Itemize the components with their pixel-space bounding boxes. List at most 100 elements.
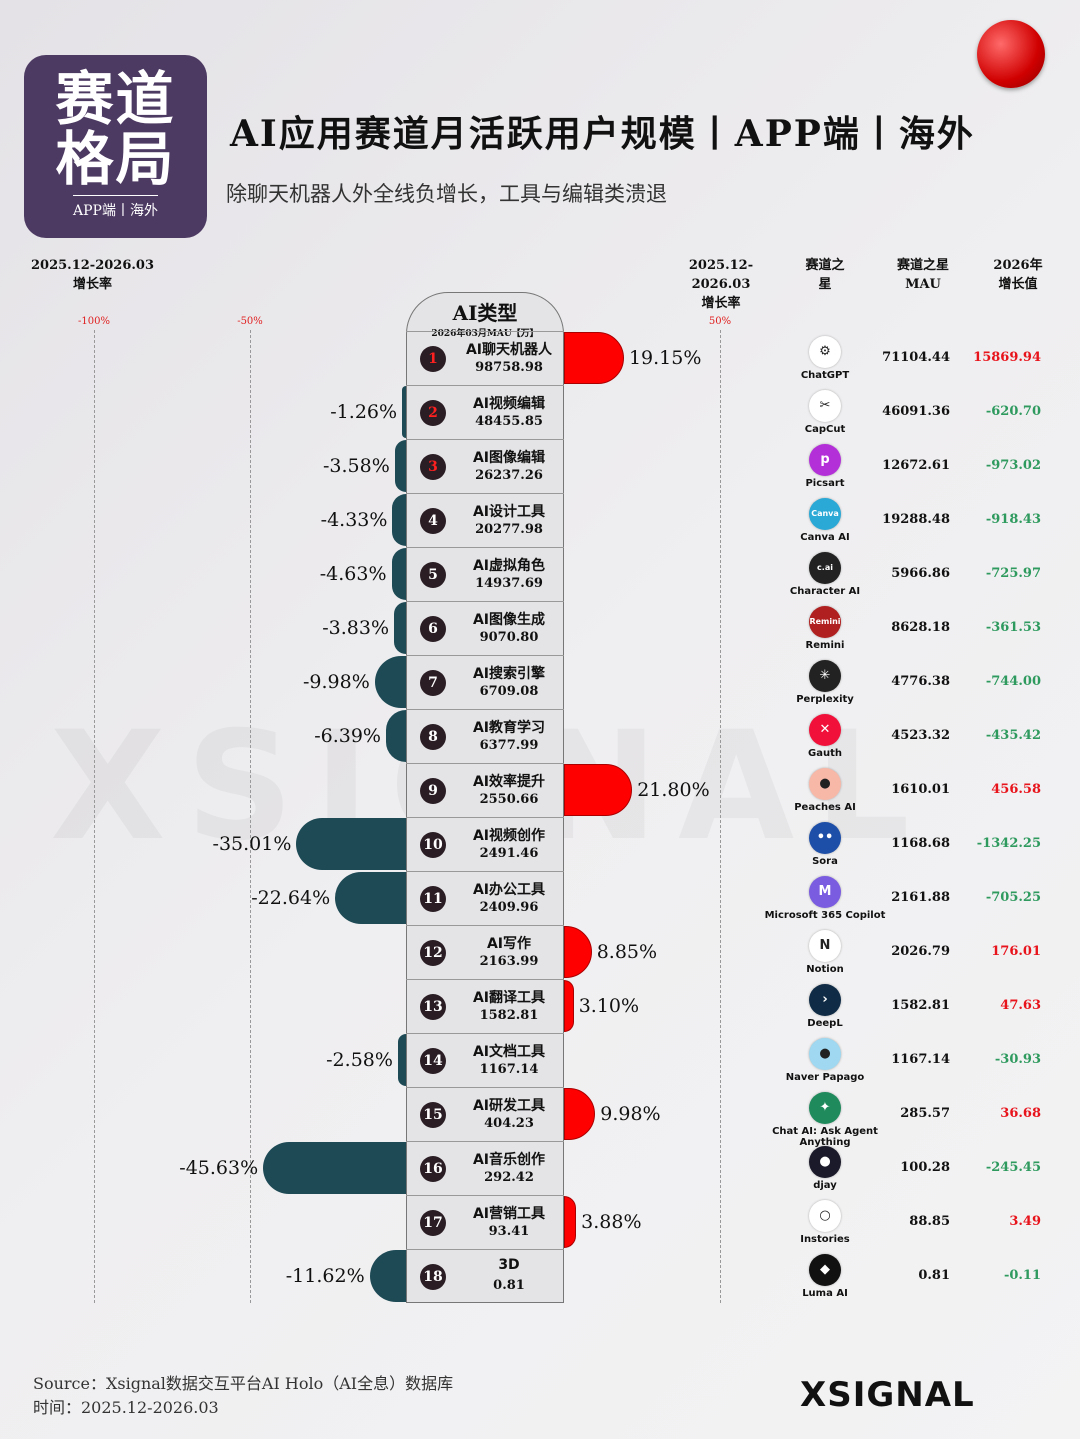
app-mau: 8628.18 — [891, 620, 950, 635]
category-mau: 1167.14 — [479, 1062, 539, 1077]
growth-label: -45.63% — [179, 1157, 259, 1179]
category-name: AI聊天机器人 — [465, 342, 553, 358]
app-growth-value: -435.42 — [985, 728, 1041, 743]
app-name: djay — [813, 1180, 837, 1191]
xsignal-logo: XSIGNAL — [800, 1375, 975, 1415]
app-logo-icon: ✳ — [809, 660, 841, 692]
app-logo-icon: ✂ — [809, 390, 841, 422]
tick-label: -100% — [78, 316, 110, 327]
badge-line1: 赛道 — [55, 65, 176, 133]
app-logo-icon: ● — [809, 1038, 841, 1070]
category-name: AI研发工具 — [472, 1098, 546, 1114]
app-name: ChatGPT — [800, 370, 850, 381]
app-mau: 12672.61 — [882, 458, 950, 473]
rank-badge: 12 — [420, 940, 446, 966]
app-logo-icon: ◆ — [809, 1254, 841, 1286]
app-logo-icon: ✦ — [809, 1092, 841, 1124]
rank-badge: 1 — [420, 346, 446, 372]
rank-badge: 6 — [420, 616, 446, 642]
bar-positive — [564, 980, 574, 1032]
category-mau: 20277.98 — [475, 522, 543, 537]
bar-negative — [397, 1034, 406, 1086]
growth-label: -1.26% — [330, 401, 398, 423]
category-row: 6 AI图像生成 9070.80 — [406, 601, 564, 655]
app-name: Sora — [812, 856, 838, 867]
category-row: 7 AI搜索引擎 6709.08 — [406, 655, 564, 709]
app-logo-icon: M — [809, 876, 841, 908]
bar-negative — [369, 1250, 406, 1302]
growth-label: -9.98% — [302, 671, 370, 693]
app-name: Naver Papago — [785, 1072, 865, 1083]
bar-negative — [394, 440, 406, 492]
category-row: 15 AI研发工具 404.23 — [406, 1087, 564, 1141]
bar-positive — [564, 1196, 577, 1248]
rank-badge: 4 — [420, 508, 446, 534]
growth-label: -3.58% — [323, 455, 390, 477]
category-mau: 48455.85 — [475, 414, 543, 429]
growth-label: 3.88% — [581, 1211, 642, 1233]
rank-badge: 15 — [420, 1102, 446, 1128]
rank-badge: 16 — [420, 1156, 446, 1182]
growth-label: 3.10% — [578, 995, 640, 1017]
app-growth-value: 47.63 — [1000, 998, 1041, 1013]
category-name: AI翻译工具 — [472, 990, 546, 1006]
growth-label: -2.58% — [326, 1049, 393, 1071]
app-mau: 2161.88 — [891, 890, 950, 905]
app-logo-icon: p — [809, 444, 841, 476]
rank-badge: 2 — [420, 400, 446, 426]
category-row: 9 AI效率提升 2550.66 — [406, 763, 564, 817]
category-mau: 0.81 — [493, 1278, 525, 1293]
growth-label: -22.64% — [251, 887, 331, 909]
app-mau: 0.81 — [918, 1268, 950, 1283]
rank-badge: 3 — [420, 454, 446, 480]
app-mau: 2026.79 — [891, 944, 950, 959]
category-mau: 2409.96 — [479, 900, 539, 915]
app-growth-value: -973.02 — [985, 458, 1041, 473]
app-mau: 1168.68 — [891, 836, 950, 851]
growth-label: -3.83% — [322, 617, 389, 639]
category-row: 13 AI翻译工具 1582.81 — [406, 979, 564, 1033]
category-name: 3D — [498, 1257, 520, 1273]
category-row: 16 AI音乐创作 292.42 — [406, 1141, 564, 1195]
app-mau: 5966.86 — [891, 566, 950, 581]
growth-label: -11.62% — [285, 1265, 365, 1287]
category-mau: 404.23 — [484, 1116, 534, 1131]
app-logo-icon: Canva — [809, 498, 841, 530]
growth-label: 19.15% — [628, 347, 702, 369]
app-mau: 4776.38 — [891, 674, 950, 689]
rate-header-label: 增长率 — [701, 296, 741, 311]
bar-negative — [402, 386, 406, 438]
bar-positive — [564, 926, 592, 978]
bar-negative — [263, 1142, 406, 1194]
category-row: 8 AI教育学习 6377.99 — [406, 709, 564, 763]
category-mau: 26237.26 — [475, 468, 543, 483]
category-name: AI视频创作 — [472, 828, 546, 844]
app-mau: 71104.44 — [882, 350, 950, 365]
app-mau: 100.28 — [900, 1160, 950, 1175]
app-name: Remini — [805, 640, 845, 651]
gridline — [94, 330, 95, 1303]
badge-sub: APP端丨海外 — [73, 195, 158, 220]
category-row: 14 AI文档工具 1167.14 — [406, 1033, 564, 1087]
rank-badge: 11 — [420, 886, 446, 912]
app-logo-icon: ⚙ — [809, 336, 841, 368]
rank-badge: 17 — [420, 1210, 446, 1236]
app-name: Chat AI: Ask Agent Anything — [772, 1126, 878, 1148]
category-mau: 2163.99 — [479, 954, 539, 969]
app-growth-value: 176.01 — [991, 944, 1041, 959]
column-header: AI类型 — [452, 301, 518, 325]
growth-label: -4.63% — [319, 563, 387, 585]
category-name: AI文档工具 — [472, 1044, 546, 1060]
app-mau: 19288.48 — [882, 512, 950, 527]
app-growth-value: -361.53 — [985, 620, 1041, 635]
globe-icon — [977, 20, 1045, 88]
category-mau: 93.41 — [488, 1224, 530, 1239]
bar-positive — [564, 1088, 596, 1140]
growth-label: -6.39% — [314, 725, 381, 747]
category-row: 5 AI虚拟角色 14937.69 — [406, 547, 564, 601]
app-name: DeepL — [807, 1018, 843, 1029]
app-mau: 285.57 — [900, 1106, 950, 1121]
app-mau: 1582.81 — [891, 998, 950, 1013]
rank-badge: 9 — [420, 778, 446, 804]
app-name: Microsoft 365 Copilot — [764, 910, 886, 921]
